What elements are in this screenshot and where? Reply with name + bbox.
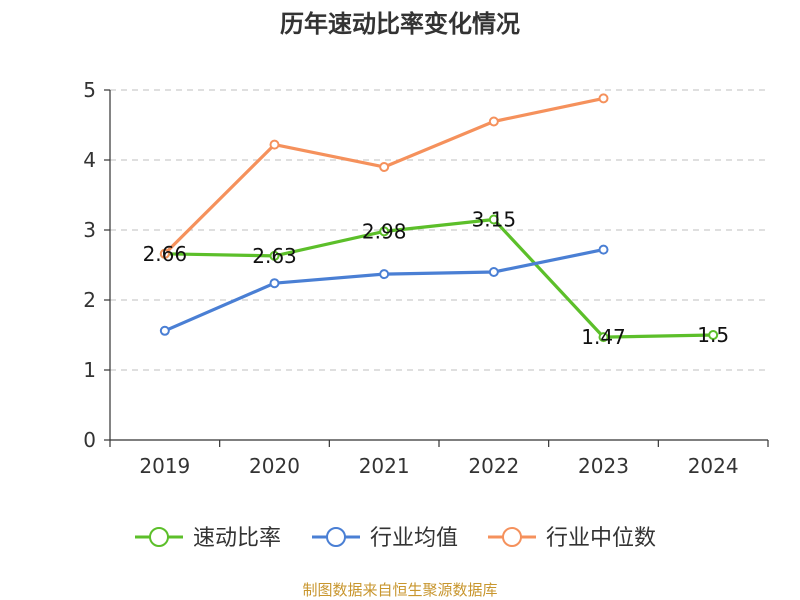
y-tick-label: 2 [83,288,96,312]
data-point[interactable] [598,332,609,343]
data-point[interactable] [379,162,390,172]
data-point[interactable] [379,269,390,280]
grid-lines [110,89,768,371]
y-tick-label: 5 [83,78,96,102]
legend-marker [326,527,346,547]
legend-label: 行业中位数 [546,526,656,551]
y-tick-label: 3 [83,218,96,242]
data-point[interactable] [598,93,609,104]
x-tick-label: 2019 [139,454,190,478]
data-point[interactable] [159,248,170,259]
legend-marker [502,527,522,547]
y-tick-label: 1 [83,358,96,382]
data-point[interactable] [269,250,280,261]
legend[interactable]: 速动比率 行业均值 行业中位数 [135,526,656,551]
data-point[interactable] [488,116,499,127]
data-point[interactable] [598,244,609,255]
axes: 0 1 2 3 4 5 2019 2020 2021 2022 2023 2024 [83,78,769,478]
data-point[interactable] [708,330,719,340]
series-line-1 [164,248,604,333]
data-label: 1.5 [697,323,729,347]
data-label: 2.66 [143,242,188,266]
data-label: 3.15 [472,208,517,232]
data-label: 1.47 [581,325,626,349]
data-label: 2.98 [362,219,407,243]
legend-marker [149,527,169,547]
x-tick-label: 2023 [578,454,629,478]
data-point[interactable] [488,267,499,277]
legend-item-0[interactable]: 速动比率 [135,526,281,551]
series-line-0 [164,217,714,339]
legend-label: 行业均值 [370,526,458,551]
x-tick-label: 2021 [359,454,410,478]
series-lines [159,93,719,343]
data-point[interactable] [379,226,390,237]
legend-label: 速动比率 [193,526,281,551]
x-tick-label: 2024 [688,454,739,478]
x-tick-label: 2022 [468,454,519,478]
y-tick-label: 4 [83,148,96,172]
data-point[interactable] [269,278,280,289]
source-note: 制图数据来自恒生聚源数据库 [302,581,497,599]
data-point[interactable] [488,214,499,225]
y-tick-label: 0 [83,428,96,452]
chart-title: 历年速动比率变化情况 [280,10,520,38]
x-tick-label: 2020 [249,454,300,478]
data-point[interactable] [159,325,170,336]
legend-item-2[interactable]: 行业中位数 [488,526,656,551]
data-labels: 2.66 2.63 2.98 3.15 1.47 1.5 [143,208,730,350]
legend-item-1[interactable]: 行业均值 [312,526,458,551]
data-label: 2.63 [252,244,297,268]
data-point[interactable] [269,139,280,150]
